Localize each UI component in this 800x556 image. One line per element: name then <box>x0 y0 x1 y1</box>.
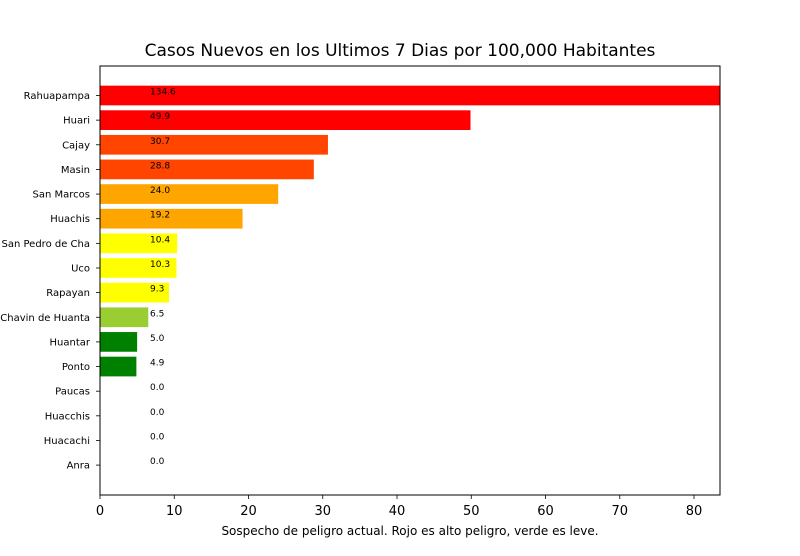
x-tick-label: 80 <box>686 504 703 519</box>
y-tick-label: San Pedro de Cha <box>2 239 90 250</box>
x-tick-label: 0 <box>96 504 104 519</box>
y-tick-label: Huachis <box>50 214 90 225</box>
data-label: 0.0 <box>150 432 165 442</box>
y-tick-label: San Marcos <box>33 190 90 201</box>
y-tick-label: Cajay <box>62 140 90 151</box>
x-tick-label: 70 <box>611 504 628 519</box>
y-tick-label: Rahuapampa <box>24 91 90 102</box>
x-tick-label: 60 <box>537 504 554 519</box>
chart-title: Casos Nuevos en los Ultimos 7 Dias por 1… <box>145 41 656 61</box>
data-label: 30.7 <box>150 137 170 147</box>
data-label: 10.3 <box>150 260 170 270</box>
bar <box>100 85 720 106</box>
y-tick-label: Uco <box>71 263 90 274</box>
y-tick-label: Huari <box>63 116 90 127</box>
bar <box>100 110 471 130</box>
bar <box>100 282 170 303</box>
bar <box>100 307 149 328</box>
bar <box>100 332 138 352</box>
data-label: 6.5 <box>150 309 164 319</box>
plot-frame <box>99 65 721 496</box>
bar <box>100 208 243 229</box>
y-tick-label: Huacachi <box>44 436 90 447</box>
x-tick-label: 50 <box>463 504 480 519</box>
data-label: 0.0 <box>150 408 165 418</box>
y-tick-label: Huantar <box>50 337 91 348</box>
bar <box>100 356 137 377</box>
data-label: 4.9 <box>150 359 165 369</box>
y-tick-label: Masin <box>61 165 90 176</box>
bar <box>100 159 314 180</box>
y-tick-label: Ponto <box>62 362 90 373</box>
data-label: 19.2 <box>150 211 170 221</box>
bar <box>100 184 279 204</box>
bar <box>100 258 177 278</box>
y-tick-label: Chavin de Huanta <box>0 313 90 324</box>
data-label: 0.0 <box>150 383 165 393</box>
data-label: 0.0 <box>150 457 165 467</box>
x-tick-label: 20 <box>240 504 257 519</box>
data-label: 28.8 <box>150 161 170 171</box>
x-tick-label: 10 <box>166 504 183 519</box>
data-label: 49.9 <box>150 112 170 122</box>
y-tick-label: Anra <box>67 461 90 472</box>
data-label: 5.0 <box>150 334 165 344</box>
bar <box>100 233 178 254</box>
data-label: 9.3 <box>150 285 164 295</box>
data-label: 24.0 <box>150 186 170 196</box>
x-axis-label: Sospecho de peligro actual. Rojo es alto… <box>221 524 598 538</box>
x-tick-label: 30 <box>314 504 331 519</box>
plot-area: 134.6 Rahuapampa 49.9 Huari 30.7 Cajay 28.8 Mas… <box>0 65 721 519</box>
bars <box>100 85 720 377</box>
y-tick-label: Rapayan <box>46 288 90 299</box>
data-label: 10.4 <box>150 235 170 245</box>
bar <box>100 134 328 155</box>
x-tick-label: 40 <box>389 504 406 519</box>
y-tick-label: Huacchis <box>45 411 90 422</box>
y-tick-label: Paucas <box>55 387 90 398</box>
data-label: 134.6 <box>150 88 176 98</box>
